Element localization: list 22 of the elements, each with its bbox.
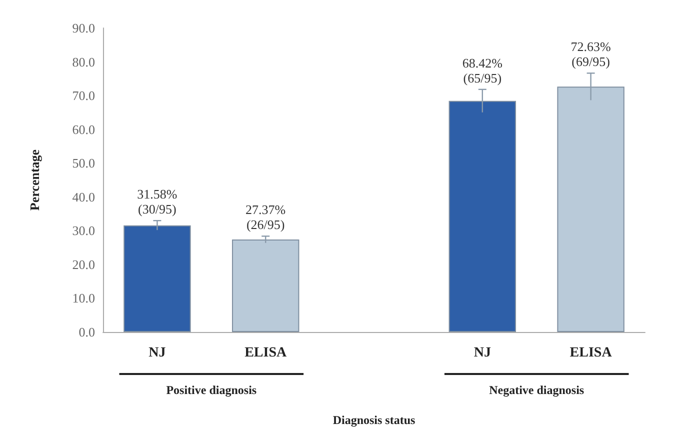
x-tick-label: NJ (148, 346, 166, 360)
y-tick-label: 0.0 (78, 324, 95, 340)
y-tick-label: 20.0 (72, 256, 95, 272)
data-label: 72.63% (69/95) (570, 39, 612, 70)
text: Positive diagnosis (166, 383, 257, 397)
data-label: 68.42% (65/95) (462, 55, 503, 86)
data-label: 27.37% (26/95) (246, 202, 286, 232)
data-label: 31.58% (30/95) (137, 186, 178, 217)
y-tick-label: 40.0 (72, 189, 95, 204)
y-tick-label: 80.0 (72, 54, 95, 70)
y-tick-label: 30.0 (72, 223, 95, 238)
x-tick-label: ELISA (244, 346, 288, 360)
y-tick-label: 70.0 (72, 88, 95, 104)
y-tick-label: 60.0 (72, 122, 95, 137)
x-axis-title: Diagnosis status (332, 413, 416, 427)
x-tick-label: NJ (474, 346, 491, 360)
y-axis-title: Percentage (27, 149, 42, 211)
x-tick-label: ELISA (570, 346, 613, 360)
text: Negative diagnosis (489, 383, 584, 397)
y-tick-label: 10.0 (72, 290, 95, 306)
y-tick-label: 50.0 (72, 156, 95, 171)
y-tick-label: 90.0 (72, 20, 95, 36)
